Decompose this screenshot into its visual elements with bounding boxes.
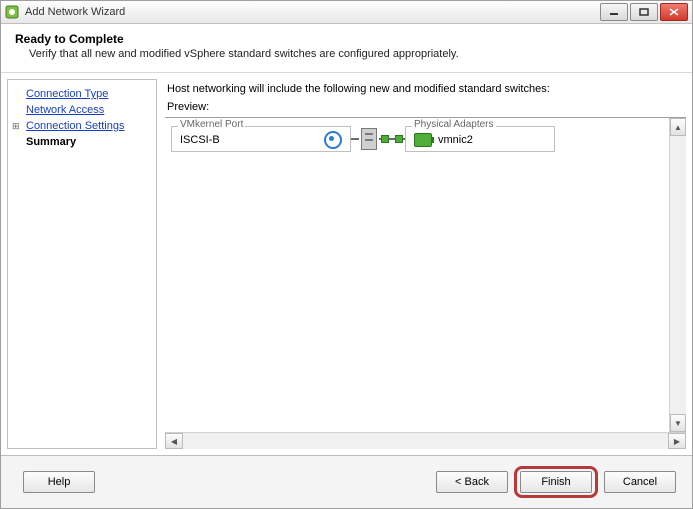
sidebar-item-label[interactable]: Connection Type (26, 88, 108, 100)
connector-node-icon (395, 135, 403, 143)
network-diagram: VMkernel Port ISCSI-B Physical Adapters … (171, 126, 680, 152)
minimize-button[interactable] (600, 3, 628, 21)
wizard-footer: Help < Back Finish Cancel (1, 455, 692, 508)
vertical-scrollbar[interactable]: ▲ ▼ (669, 118, 686, 432)
vswitch-icon (361, 128, 377, 150)
vmkernel-port-group: VMkernel Port ISCSI-B (171, 126, 351, 152)
page-title: Ready to Complete (15, 32, 678, 46)
main-panel: Host networking will include the followi… (165, 79, 686, 449)
sidebar-item-connection-type[interactable]: Connection Type (12, 86, 152, 102)
maximize-button[interactable] (630, 3, 658, 21)
close-button[interactable] (660, 3, 688, 21)
adapter-name: vmnic2 (438, 134, 473, 146)
sidebar-item-label[interactable]: Network Access (26, 104, 104, 116)
connector-line (351, 138, 359, 140)
page-subtitle: Verify that all new and modified vSphere… (29, 48, 678, 60)
scroll-down-icon[interactable]: ▼ (670, 414, 686, 432)
finish-button[interactable]: Finish (520, 471, 592, 493)
wizard-window: Add Network Wizard Ready to Complete Ver… (0, 0, 693, 509)
horizontal-scrollbar[interactable]: ◀ ▶ (165, 432, 686, 449)
finish-highlight: Finish (514, 466, 598, 498)
app-icon (5, 5, 19, 19)
group-legend: VMkernel Port (178, 119, 245, 130)
port-name: ISCSI-B (180, 134, 324, 146)
connector-node-icon (381, 135, 389, 143)
scroll-left-icon[interactable]: ◀ (165, 433, 183, 449)
nic-icon (414, 133, 432, 147)
scroll-up-icon[interactable]: ▲ (670, 118, 686, 136)
sidebar-item-label[interactable]: Connection Settings (26, 120, 124, 132)
sidebar-item-label: Summary (26, 136, 76, 148)
preview-label: Preview: (167, 101, 684, 113)
sidebar-item-summary: Summary (12, 134, 152, 150)
steps-sidebar: Connection Type Network Access Connectio… (7, 79, 157, 449)
help-button[interactable]: Help (23, 471, 95, 493)
back-button[interactable]: < Back (436, 471, 508, 493)
group-legend: Physical Adapters (412, 119, 496, 130)
scroll-right-icon[interactable]: ▶ (668, 433, 686, 449)
wizard-header: Ready to Complete Verify that all new an… (1, 24, 692, 73)
titlebar: Add Network Wizard (1, 1, 692, 24)
sidebar-item-network-access[interactable]: Network Access (12, 102, 152, 118)
cancel-button[interactable]: Cancel (604, 471, 676, 493)
connector-line (379, 138, 405, 140)
preview-pane: VMkernel Port ISCSI-B Physical Adapters … (165, 117, 686, 432)
physical-adapters-group: Physical Adapters vmnic2 (405, 126, 555, 152)
sidebar-item-connection-settings[interactable]: Connection Settings (12, 118, 152, 134)
window-title: Add Network Wizard (25, 6, 600, 18)
window-controls (600, 3, 688, 21)
intro-text: Host networking will include the followi… (167, 83, 684, 95)
vmkernel-port-icon (324, 131, 342, 149)
